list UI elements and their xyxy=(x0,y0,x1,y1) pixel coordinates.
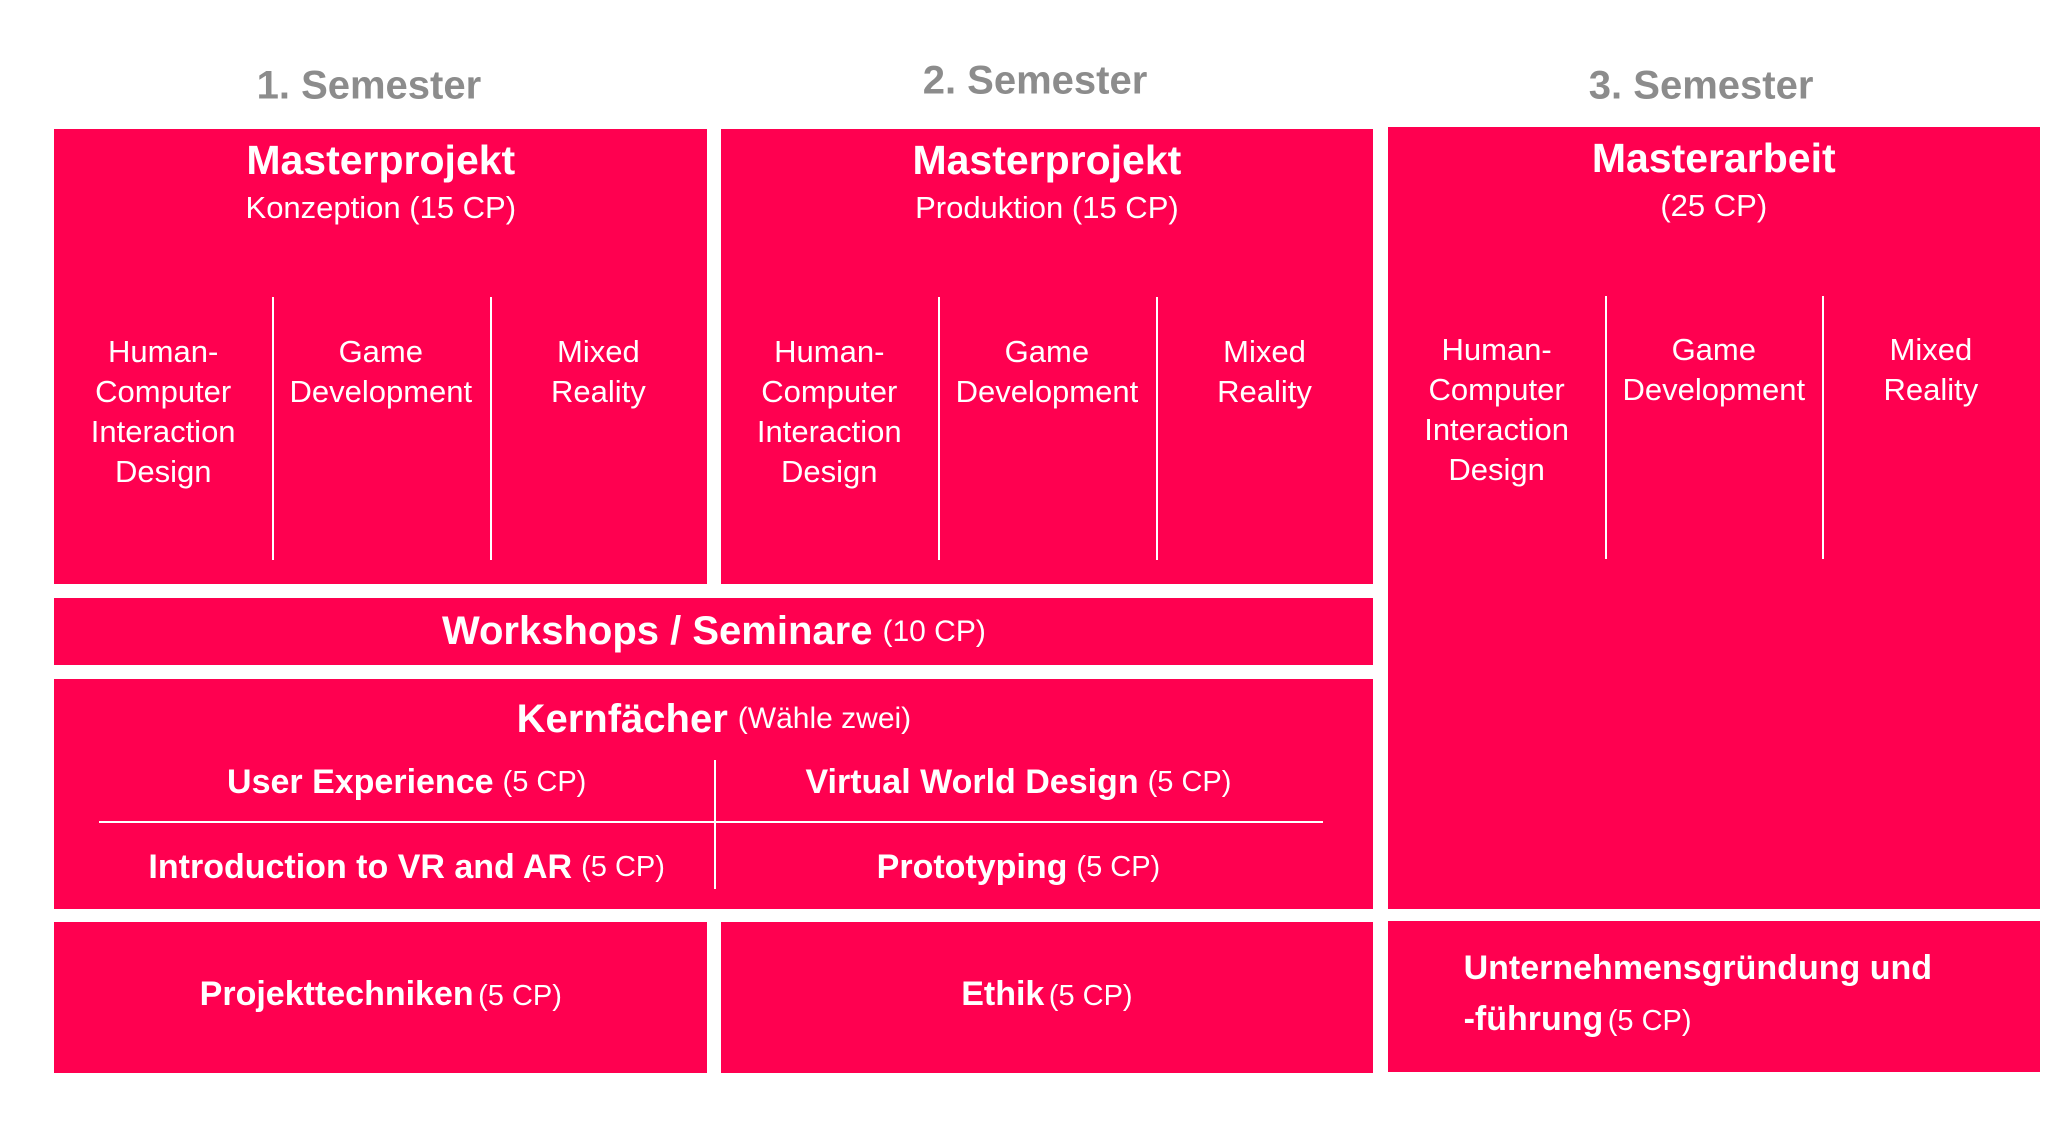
elective-name: Unternehmensgründung und xyxy=(1463,948,1933,987)
track-line: Design xyxy=(781,453,878,489)
track-line: Design xyxy=(114,453,212,489)
core-course: Prototyping (5 CP) xyxy=(714,841,1323,894)
track: Mixed Reality xyxy=(490,332,708,412)
track-line: Reality xyxy=(550,373,646,409)
project-title: Masterprojekt xyxy=(912,136,1182,183)
track-line: Game xyxy=(1671,332,1756,368)
elective-line: Unternehmensgründung und xyxy=(1464,946,1932,997)
core-course: Virtual World Design (5 CP) xyxy=(714,756,1323,809)
course-credits: (5 CP) xyxy=(581,851,665,884)
core-heading: Kernfächer (Wähle zwei) xyxy=(54,693,1373,746)
elective-box: Projekttechniken (5 CP) xyxy=(54,922,708,1074)
track-line: Human- xyxy=(108,333,219,369)
course-name: Introduction to VR and AR xyxy=(148,848,573,887)
elective-text: Ethik (5 CP) xyxy=(961,972,1132,1023)
elective-box: Ethik (5 CP) xyxy=(720,922,1374,1074)
course-name: Prototyping xyxy=(876,848,1068,887)
course-credits: (5 CP) xyxy=(1147,766,1232,799)
elective-line: Ethik (5 CP) xyxy=(961,972,1132,1023)
divider xyxy=(271,297,274,560)
workshops-credits: (10 CP) xyxy=(882,614,986,648)
track: Mixed Reality xyxy=(1822,330,2039,410)
divider xyxy=(489,297,492,560)
project-title: Masterprojekt xyxy=(246,136,516,183)
core-course: Introduction to VR and AR (5 CP) xyxy=(99,841,713,894)
elective-name: Projekttechniken xyxy=(199,975,474,1014)
track-line: Computer xyxy=(95,373,232,409)
workshops-box: Workshops / Seminare (10 CP) xyxy=(54,598,1374,665)
track-line: Development xyxy=(289,373,473,409)
track: Mixed Reality xyxy=(1156,332,1374,412)
core-note: (Wähle zwei) xyxy=(737,702,912,736)
track-line: Development xyxy=(1622,372,1806,408)
track-line: Human- xyxy=(774,333,885,369)
project-box: Masterprojekt Produktion (15 CP) Human- Com… xyxy=(720,128,1374,584)
workshops-title: Workshops / Seminare xyxy=(441,609,873,654)
divider xyxy=(1605,295,1608,559)
track: Game Development xyxy=(1605,330,1822,410)
divider xyxy=(713,760,716,889)
track-line: Human- xyxy=(1441,332,1552,368)
track: Human- Computer Interaction Design xyxy=(1388,330,1605,490)
elective-line: -führung (5 CP) xyxy=(1464,997,1932,1048)
track-line: Mixed xyxy=(557,333,640,369)
divider xyxy=(1822,295,1825,559)
track-line: Interaction xyxy=(756,413,902,449)
track-line: Reality xyxy=(1883,372,1979,408)
elective-name: Ethik xyxy=(961,975,1045,1014)
elective-line: Projekttechniken (5 CP) xyxy=(200,972,562,1023)
track-line: Computer xyxy=(1428,372,1565,408)
core-box: Kernfächer (Wähle zwei) User Experience (5 … xyxy=(54,679,1374,909)
semester-header: 1. Semester xyxy=(256,63,482,108)
elective-text: Unternehmensgründung und -führung (5 CP) xyxy=(1464,946,1932,1048)
track-line: Game xyxy=(338,333,423,369)
track-line: Computer xyxy=(761,373,898,409)
elective-credits: (5 CP) xyxy=(1607,1004,1692,1037)
track-line: Mixed xyxy=(1223,333,1306,369)
track: Game Development xyxy=(938,332,1156,412)
track-line: Development xyxy=(955,373,1139,409)
project-title: Masterarbeit xyxy=(1591,135,1836,182)
track-line: Mixed xyxy=(1889,332,1973,368)
track: Human- Computer Interaction Design xyxy=(721,332,939,492)
core-title: Kernfächer xyxy=(516,696,728,741)
core-course: User Experience (5 CP) xyxy=(99,756,713,809)
course-credits: (5 CP) xyxy=(1076,851,1161,884)
track-line: Interaction xyxy=(1424,412,1569,448)
course-name: User Experience xyxy=(227,763,494,802)
track: Game Development xyxy=(272,332,490,412)
track-line: Game xyxy=(1004,333,1090,369)
course-credits: (5 CP) xyxy=(502,766,587,799)
semester-header: 3. Semester xyxy=(1588,63,1814,108)
track-line: Design xyxy=(1448,452,1545,488)
project-subtitle: Produktion (15 CP) xyxy=(915,189,1179,225)
elective-box: Unternehmensgründung und -führung (5 CP) xyxy=(1388,920,2040,1073)
track-line: Interaction xyxy=(90,413,236,449)
elective-credits: (5 CP) xyxy=(1048,980,1133,1013)
project-subtitle: (25 CP) xyxy=(1660,188,1768,224)
elective-text: Projekttechniken (5 CP) xyxy=(200,972,562,1023)
track-line: Reality xyxy=(1217,373,1312,409)
track: Human- Computer Interaction Design xyxy=(54,332,272,492)
project-subtitle: Konzeption (15 CP) xyxy=(245,189,517,225)
divider xyxy=(1155,297,1158,560)
semester-header: 2. Semester xyxy=(922,58,1148,103)
elective-credits: (5 CP) xyxy=(478,980,562,1013)
project-box: Masterarbeit (25 CP) Human- Computer Interac… xyxy=(1388,127,2040,909)
divider xyxy=(938,297,941,560)
divider xyxy=(99,821,1323,824)
course-name: Virtual World Design xyxy=(805,763,1139,802)
elective-name: -führung xyxy=(1463,999,1604,1038)
project-box: Masterprojekt Konzeption (15 CP) Human- Com… xyxy=(54,128,708,584)
